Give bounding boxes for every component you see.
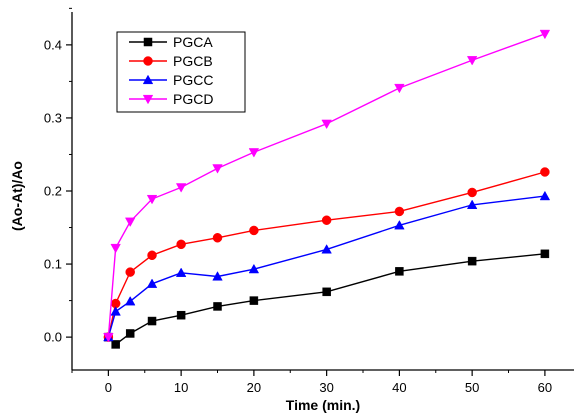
y-tick-label: 0.2: [44, 184, 62, 199]
x-tick-label: 10: [174, 380, 188, 395]
pgca-line: [107, 253, 545, 346]
pgca-data-point: [125, 329, 135, 338]
y-axis-ticks: 0.0 0.1 0.2 0.3 0.4: [44, 7, 72, 345]
y-tick-label: 0.3: [44, 110, 62, 125]
y-tick-label: 0.4: [44, 37, 62, 52]
pgcc-data-point: [124, 296, 136, 306]
pgcb-data-point: [249, 225, 259, 236]
pgca-data-point: [143, 37, 153, 47]
series-pgca: [104, 249, 550, 349]
pgcc-data-point: [212, 271, 223, 281]
x-tick-label: 20: [247, 380, 261, 395]
y-tick-label: 0.0: [44, 330, 62, 345]
pgca-data-point: [540, 249, 550, 259]
pgcb-data-point: [321, 215, 332, 225]
pgcc-data-point: [248, 263, 260, 274]
pgcd-data-point: [110, 243, 121, 254]
x-tick-label: 40: [392, 380, 406, 395]
series-layer: [103, 29, 551, 349]
pgcb-data-point: [212, 233, 223, 243]
legend-item-pgcb: PGCB: [129, 53, 213, 69]
pgcc-data-point: [321, 244, 332, 254]
pgcc-data-point: [394, 220, 405, 230]
pgcb-data-point: [394, 206, 405, 217]
pgca-data-point: [111, 340, 120, 349]
pgcb-data-point: [176, 239, 186, 250]
pgcb-data-point: [125, 267, 135, 277]
x-tick-label: 30: [319, 380, 333, 395]
legend-label: PGCA: [173, 34, 213, 50]
pgcb-data-point: [467, 187, 477, 198]
pgcb-line: [107, 171, 546, 338]
pgca-data-point: [322, 287, 331, 297]
y-axis-title: (Ao-At)/Ao: [9, 161, 25, 231]
pgcd-data-point: [212, 164, 223, 174]
pgca-data-point: [249, 296, 259, 305]
pgcd-data-point: [103, 333, 114, 343]
legend-item-pgca: PGCA: [129, 34, 213, 50]
pgcd-data-point: [248, 148, 260, 158]
pgcd-data-point: [466, 56, 478, 66]
pgcd-data-point: [142, 94, 154, 105]
pgca-data-point: [147, 316, 157, 326]
pgca-data-point: [176, 310, 186, 320]
legend-label: PGCC: [173, 72, 213, 88]
pgcd-data-point: [539, 29, 551, 40]
pgcc-data-point: [539, 190, 551, 201]
series-pgcc: [103, 190, 551, 342]
x-axis-ticks: 0 10 20 30 40 50 60: [71, 370, 552, 395]
legend: PGCA PGCB PGCC PGCD: [116, 31, 246, 113]
pgca-data-point: [213, 302, 222, 311]
pgcd-data-point: [175, 183, 187, 193]
pgcd-data-point: [124, 217, 136, 228]
pgcb-data-point: [147, 250, 157, 261]
series-pgcb: [103, 167, 550, 342]
x-tick-label: 50: [465, 380, 479, 395]
pgcd-data-point: [146, 194, 158, 205]
x-tick-label: 60: [538, 380, 552, 395]
x-tick-label: 0: [105, 380, 112, 395]
pgcb-data-point: [540, 167, 550, 177]
pgcc-data-point: [110, 306, 121, 316]
pgcd-data-point: [394, 83, 405, 94]
legend-label: PGCD: [173, 91, 213, 107]
pgcc-data-point: [142, 74, 154, 85]
series-pgcd: [103, 29, 551, 343]
y-tick-label: 0.1: [44, 257, 62, 272]
pgca-data-point: [467, 256, 477, 266]
legend-box: [116, 31, 246, 113]
pgcc-data-point: [175, 267, 187, 277]
x-axis-title: Time (min.): [286, 397, 360, 413]
legend-label: PGCB: [173, 53, 213, 69]
legend-item-pgcd: PGCD: [129, 91, 213, 107]
pgca-data-point: [395, 267, 404, 276]
pgcc-data-point: [146, 278, 158, 288]
pgcc-data-point: [466, 199, 478, 209]
pgcb-data-point: [143, 56, 153, 66]
legend-item-pgcc: PGCC: [129, 72, 213, 88]
pgcd-data-point: [321, 119, 332, 130]
